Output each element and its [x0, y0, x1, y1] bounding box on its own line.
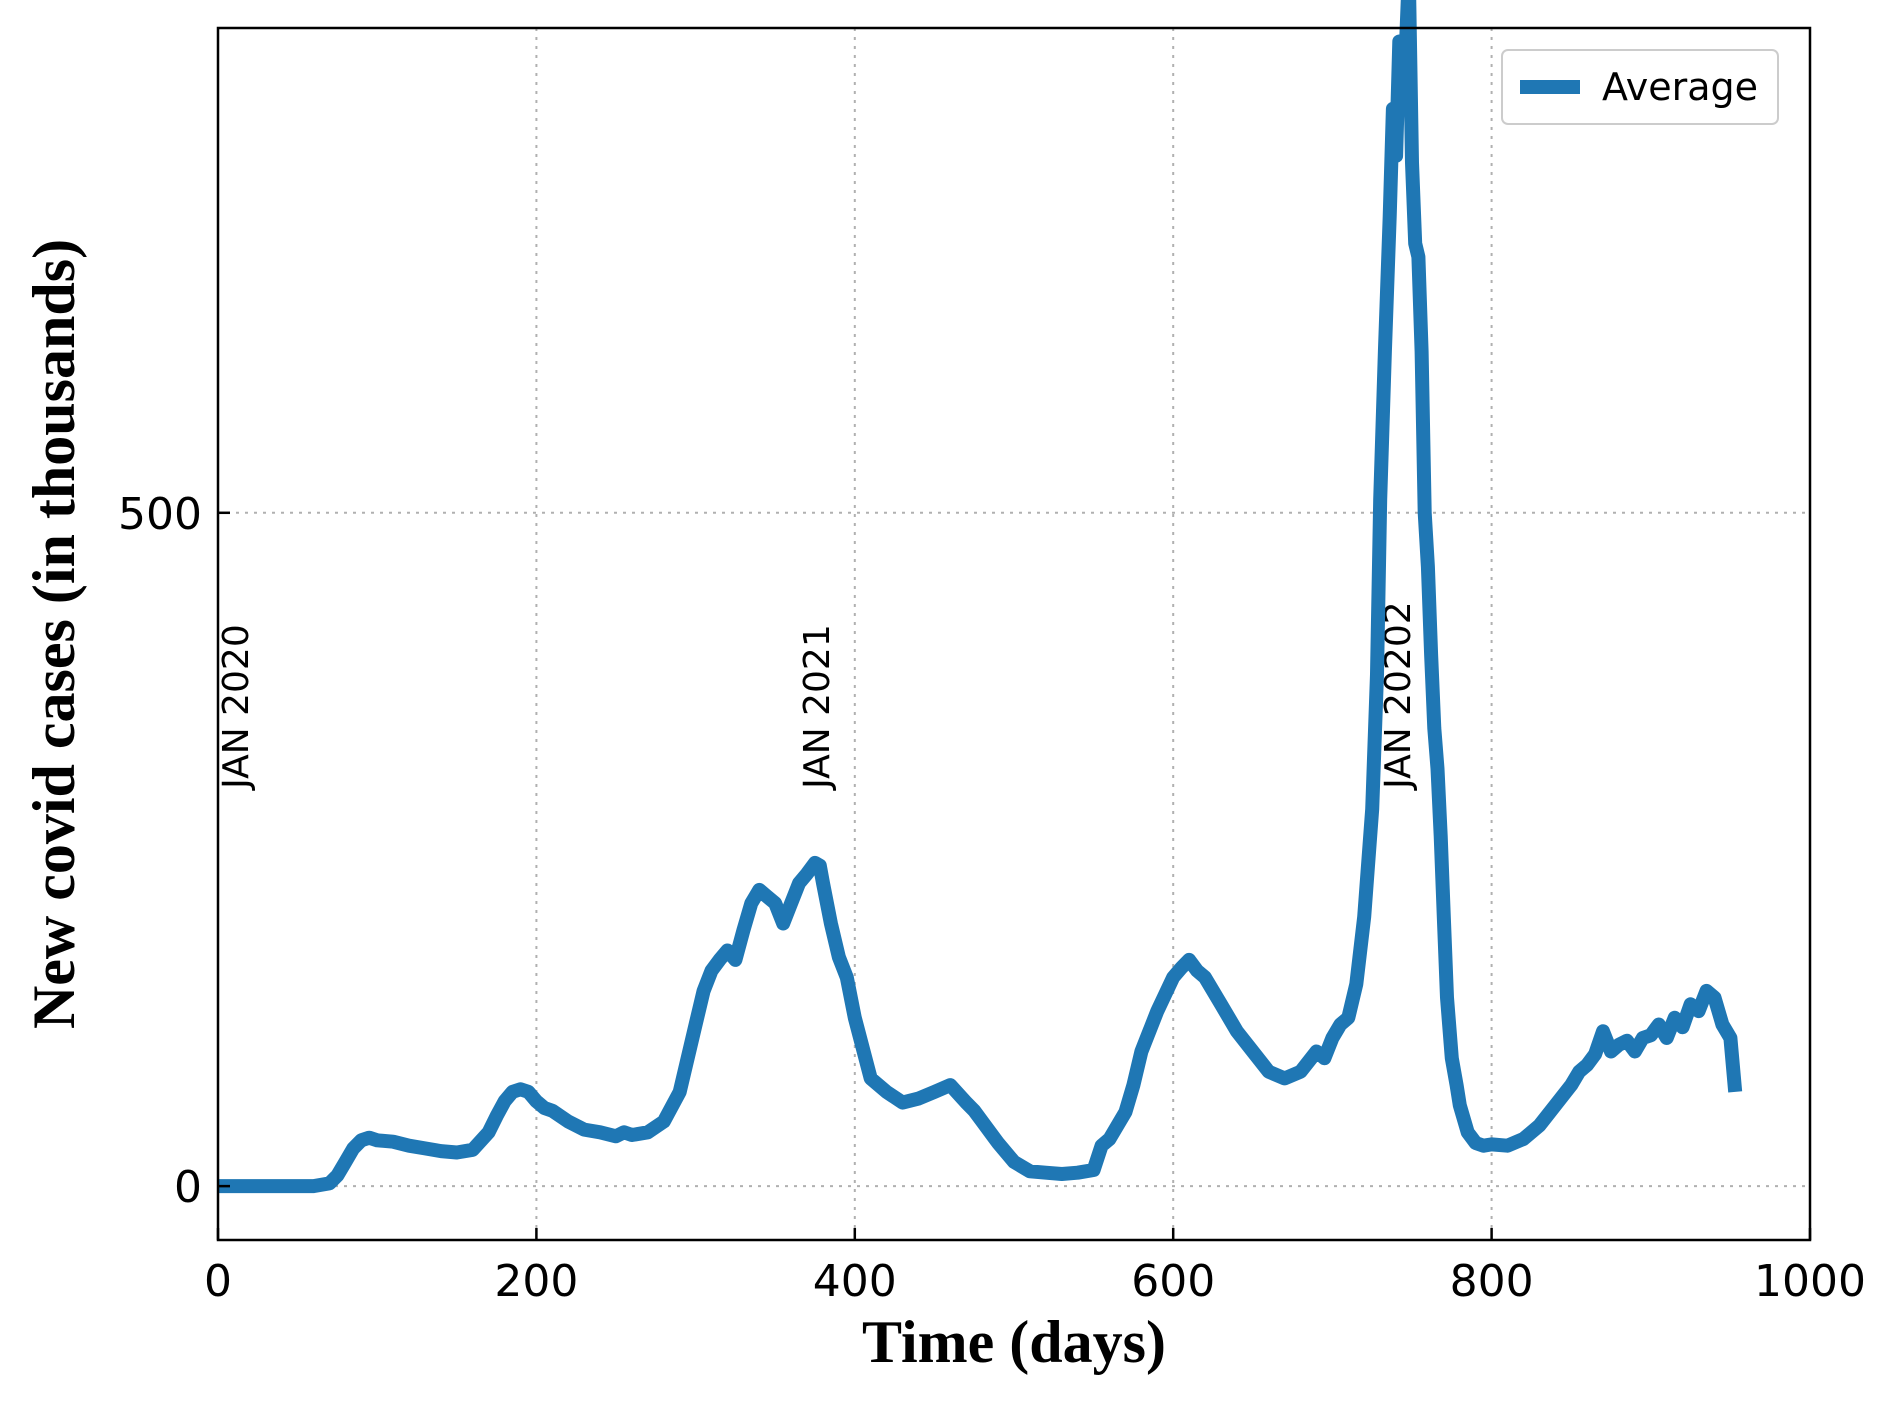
x-tick-label-200: 200 — [494, 1256, 578, 1307]
x-tick-labels: 0 200 400 600 800 1000 — [204, 1256, 1866, 1307]
y-tick-label-0: 0 — [174, 1162, 202, 1213]
y-tick-label-500: 500 — [118, 489, 202, 540]
x-axis-title: Time (days) — [862, 1309, 1166, 1375]
x-tick-label-800: 800 — [1450, 1256, 1534, 1307]
y-tick-labels: 0 500 — [118, 489, 202, 1213]
axis-ticks — [216, 511, 1812, 1240]
x-tick-label-1000: 1000 — [1754, 1256, 1866, 1307]
series-line-average — [218, 0, 1743, 1194]
x-tick-label-600: 600 — [1131, 1256, 1215, 1307]
x-tick-label-400: 400 — [813, 1256, 897, 1307]
x-tick-label-0: 0 — [204, 1256, 232, 1307]
annotations: JAN 2020 JAN 2021 JAN 20202 — [216, 601, 1419, 791]
legend: Average — [1501, 49, 1779, 125]
plot-area — [218, 0, 1743, 1194]
plot-frame — [216, 26, 1812, 1242]
y-axis-title: New covid cases (in thousands) — [21, 239, 87, 1029]
annotation-2: JAN 20202 — [1378, 601, 1419, 791]
annotation-0: JAN 2020 — [216, 624, 257, 791]
annotation-1: JAN 2021 — [797, 624, 838, 791]
legend-box — [1501, 49, 1779, 125]
legend-label-average: Average — [1602, 65, 1758, 109]
